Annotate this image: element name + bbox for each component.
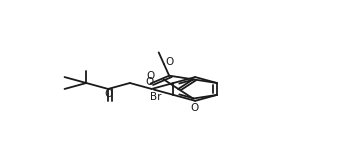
Text: O: O [104, 89, 112, 99]
Text: Br: Br [150, 92, 161, 102]
Text: O: O [191, 103, 199, 113]
Text: O: O [146, 77, 154, 87]
Text: O: O [146, 71, 155, 81]
Text: O: O [165, 57, 173, 67]
